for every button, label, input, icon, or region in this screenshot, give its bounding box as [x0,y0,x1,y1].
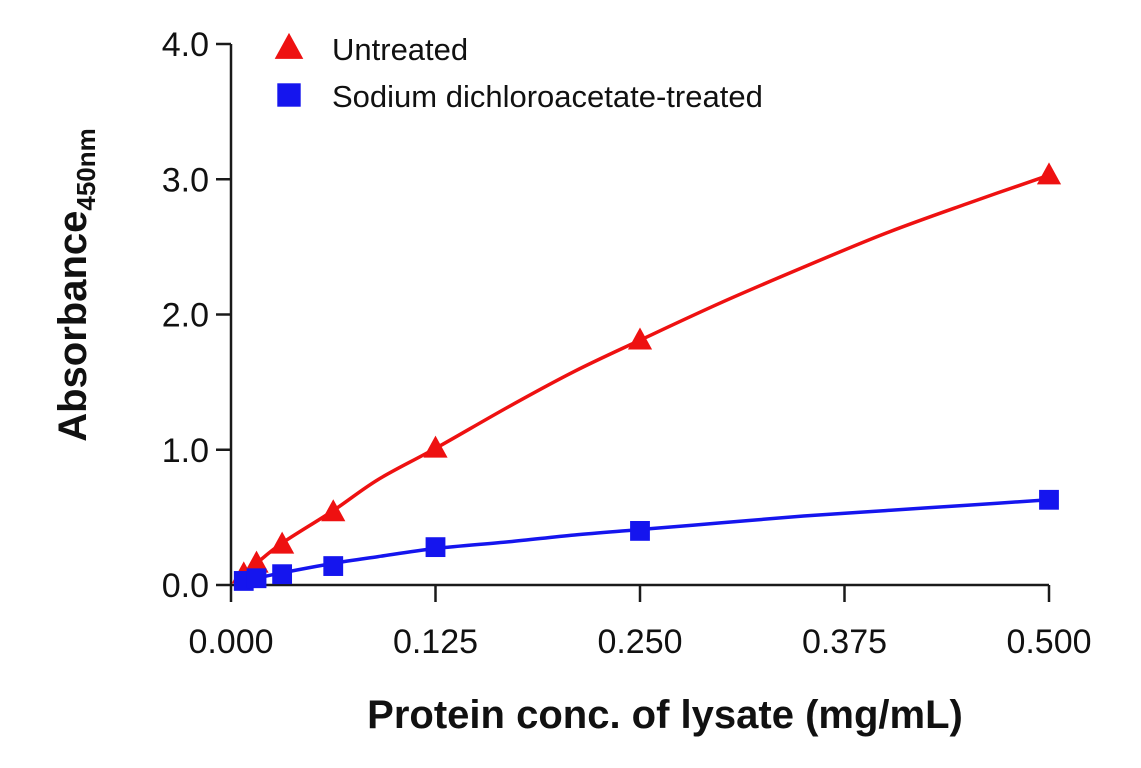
data-point-treated [246,568,267,589]
y-tick-label: 2.0 [162,297,209,335]
data-point-untreated [270,531,295,554]
fit-line-untreated [242,173,1051,576]
y-tick-label: 1.0 [162,432,209,470]
x-axis-title: Protein conc. of lysate (mg/mL) [367,693,963,737]
axes: 0.0 1.0 2.0 3.0 4.0 0.000 0.125 0.250 0.375 0.500 [162,26,1092,661]
x-tick-label: 0.125 [393,623,478,661]
data-markers [231,162,1062,591]
x-tick-label: 0.000 [188,623,273,661]
data-point-untreated [321,499,346,522]
data-point-treated [323,556,344,576]
data-point-untreated [423,435,448,458]
data-point-treated [1039,489,1059,510]
data-point-untreated [244,550,269,573]
y-axis-title-main: Absorbance [51,211,95,442]
legend-marker-untreated [274,32,304,59]
data-point-treated [272,564,293,585]
legend-label-untreated: Untreated [332,32,468,67]
data-point-treated [425,537,446,558]
data-point-treated [630,521,650,541]
x-tick-label: 0.500 [1006,623,1091,661]
y-tick-label: 4.0 [162,26,209,64]
data-point-untreated [1036,162,1062,185]
fit-curves [242,173,1051,583]
legend-marker-treated [277,83,301,107]
y-axis-title: Absorbance450nm [51,128,101,442]
y-axis-title-subscript: 450nm [71,128,101,210]
y-tick-label: 0.0 [162,567,209,605]
fit-line-treated [242,498,1051,583]
x-tick-label: 0.375 [802,623,887,661]
legend-label-treated: Sodium dichloroacetate-treated [332,79,763,114]
data-point-untreated [627,327,653,350]
y-tick-label: 3.0 [162,161,209,199]
legend: Untreated Sodium dichloroacetate-treated [274,32,763,114]
x-tick-label: 0.250 [597,623,682,661]
